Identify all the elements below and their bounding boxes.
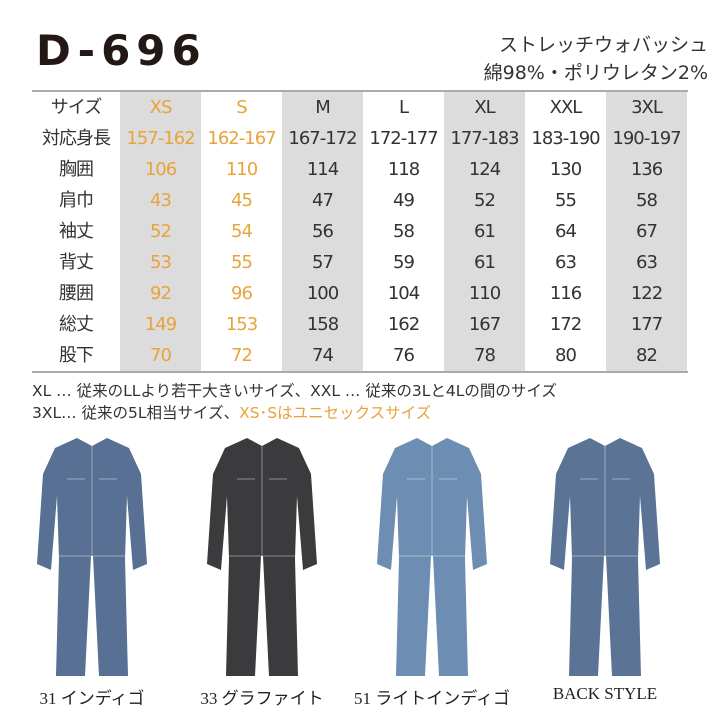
row-label: 股下 <box>59 345 94 366</box>
table-cell: 114 <box>282 154 363 185</box>
row-label: 総丈 <box>59 314 94 335</box>
size-note-2: 3XL… 従来の5L相当サイズ、XS･Sはユニセックスサイズ <box>32 401 431 423</box>
table-cell: 58 <box>393 221 415 242</box>
table-cell: 47 <box>282 185 363 216</box>
table-cell: 61 <box>444 216 525 247</box>
table-cell: 172 <box>549 314 582 335</box>
table-cell: 110 <box>225 159 258 180</box>
size-header-s: S <box>236 97 247 118</box>
row-label: 背丈 <box>59 252 94 273</box>
size-header-row: サイズ XS S M L XL XXL 3XL <box>32 92 688 123</box>
table-row: 総丈 149 153 158 162 167 172 177 <box>32 309 688 340</box>
table-cell: 116 <box>549 283 582 304</box>
table-cell: 118 <box>387 159 420 180</box>
size-header-xxl: XXL <box>549 97 583 118</box>
coverall-image <box>545 434 665 679</box>
table-cell: 80 <box>555 345 577 366</box>
table-cell: 92 <box>120 278 201 309</box>
table-cell: 153 <box>225 314 258 335</box>
table-cell: 72 <box>231 345 253 366</box>
table-row: 袖丈 52 54 56 58 61 64 67 <box>32 216 688 247</box>
size-note-1: XL … 従来のLLより若干大きいサイズ、XXL … 従来の3Lと4Lの間のサイ… <box>32 382 557 400</box>
table-cell: 54 <box>231 221 253 242</box>
row-label: 袖丈 <box>59 221 94 242</box>
table-cell: 136 <box>606 154 687 185</box>
size-header-l: L <box>398 97 409 118</box>
product-caption: 33 グラファイト <box>200 689 324 708</box>
row-label: 対応身長 <box>42 128 111 149</box>
table-cell: 172-177 <box>369 128 438 149</box>
table-cell: 61 <box>444 247 525 278</box>
table-row: 背丈 53 55 57 59 61 63 63 <box>32 247 688 278</box>
fabric-composition: 綿98%・ポリウレタン2% <box>483 62 708 84</box>
size-header-m: M <box>282 92 363 123</box>
table-cell: 74 <box>282 340 363 371</box>
row-label: 胸囲 <box>59 159 94 180</box>
table-cell: 183-190 <box>531 128 600 149</box>
table-cell: 45 <box>231 190 253 211</box>
size-note-2-text: 3XL… 従来の5L相当サイズ、 <box>32 404 240 422</box>
table-cell: 96 <box>231 283 253 304</box>
table-cell: 55 <box>555 190 577 211</box>
size-header-xl: XL <box>444 92 525 123</box>
coverall-image <box>32 434 152 679</box>
table-row: 肩巾 43 45 47 49 52 55 58 <box>32 185 688 216</box>
table-cell: 177-183 <box>444 123 525 154</box>
table-cell: 100 <box>282 278 363 309</box>
table-row: 胸囲 106 110 114 118 124 130 136 <box>32 154 688 185</box>
table-row: 腰囲 92 96 100 104 110 116 122 <box>32 278 688 309</box>
table-cell: 49 <box>393 190 415 211</box>
table-cell: 78 <box>444 340 525 371</box>
size-header-xs: XS <box>120 92 201 123</box>
table-cell: 82 <box>606 340 687 371</box>
row-label: サイズ <box>50 97 102 118</box>
table-cell: 63 <box>606 247 687 278</box>
model-number: D-696 <box>36 26 207 75</box>
unisex-note: XS･Sはユニセックスサイズ <box>239 404 432 422</box>
table-cell: 122 <box>606 278 687 309</box>
coverall-image <box>202 434 322 679</box>
table-cell: 53 <box>120 247 201 278</box>
coverall-image <box>372 434 492 679</box>
table-cell: 167 <box>444 309 525 340</box>
table-cell: 167-172 <box>282 123 363 154</box>
table-cell: 55 <box>231 252 253 273</box>
table-cell: 124 <box>444 154 525 185</box>
table-cell: 64 <box>555 221 577 242</box>
fabric-name: ストレッチウォバッシュ <box>498 34 708 56</box>
table-cell: 149 <box>120 309 201 340</box>
table-cell: 52 <box>120 216 201 247</box>
table-cell: 162 <box>387 314 420 335</box>
table-cell: 56 <box>282 216 363 247</box>
row-label: 肩巾 <box>59 190 94 211</box>
table-cell: 104 <box>387 283 420 304</box>
table-cell: 76 <box>393 345 415 366</box>
table-cell: 67 <box>606 216 687 247</box>
table-cell: 58 <box>606 185 687 216</box>
table-cell: 70 <box>120 340 201 371</box>
table-cell: 106 <box>120 154 201 185</box>
table-row: 対応身長 157-162 162-167 167-172 172-177 177-183 1… <box>32 123 688 154</box>
table-cell: 130 <box>549 159 582 180</box>
table-cell: 157-162 <box>120 123 201 154</box>
row-label: 腰囲 <box>59 283 94 304</box>
table-cell: 59 <box>393 252 415 273</box>
table-cell: 43 <box>120 185 201 216</box>
product-caption: 31 インディゴ <box>39 689 145 708</box>
table-cell: 52 <box>444 185 525 216</box>
product-caption: 51 ライトインディゴ <box>353 689 511 708</box>
size-table: サイズ XS S M L XL XXL 3XL 対応身長 157-162 162-167 167-17… <box>32 90 688 373</box>
table-cell: 177 <box>606 309 687 340</box>
table-cell: 162-167 <box>207 128 276 149</box>
size-header-3xl: 3XL <box>606 92 687 123</box>
table-cell: 110 <box>444 278 525 309</box>
table-row: 股下 70 72 74 76 78 80 82 <box>32 340 688 371</box>
product-caption: BACK STYLE <box>552 684 658 703</box>
table-cell: 190-197 <box>606 123 687 154</box>
table-cell: 158 <box>282 309 363 340</box>
table-cell: 57 <box>282 247 363 278</box>
table-cell: 63 <box>555 252 577 273</box>
